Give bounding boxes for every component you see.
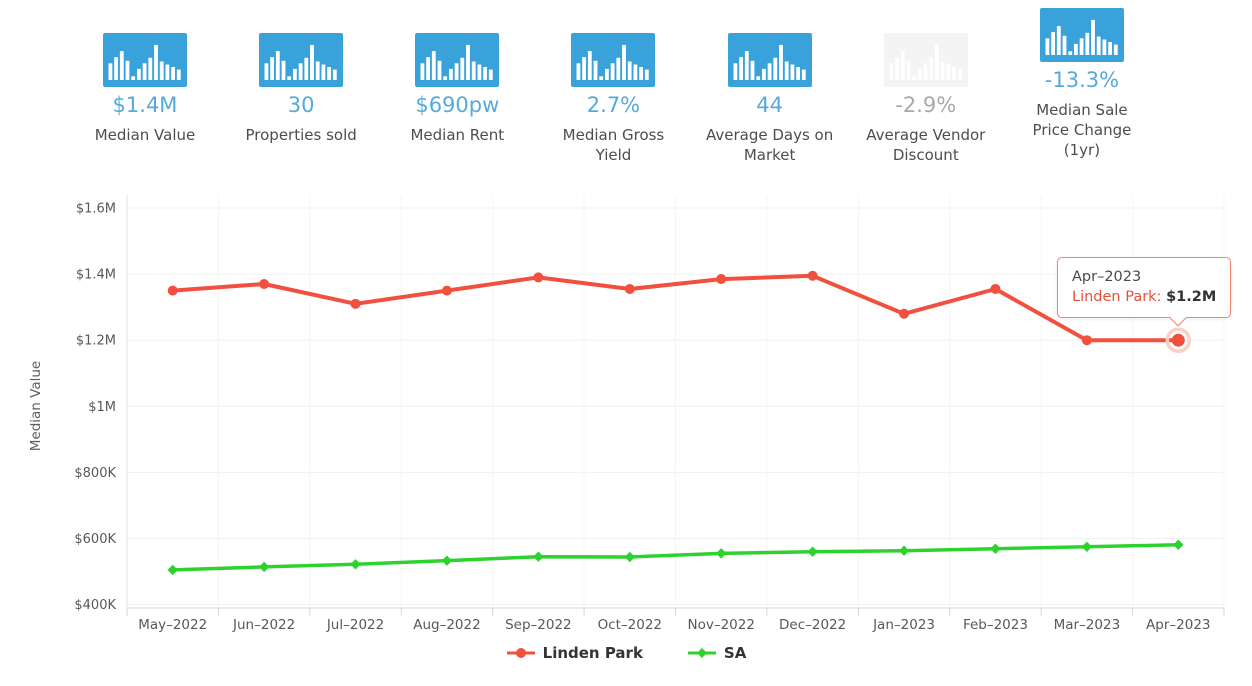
chart-tooltip: Apr–2023 Linden Park: $1.2M <box>1057 257 1232 327</box>
data-point-marker[interactable] <box>898 545 910 556</box>
data-point-marker[interactable] <box>990 543 1001 554</box>
median-value-chart: $400K $600K $800K $1M $1.2M $1.4M $1.6M May–202… <box>0 185 1252 686</box>
stat-label: Average Vendor Discount <box>866 126 986 164</box>
stat-label: Median Sale Price Change (1yr) <box>1032 101 1132 159</box>
highlight-halo <box>1165 327 1192 353</box>
legend-marker-icon <box>687 648 716 658</box>
stat-card-properties-sold: 30 Properties sold <box>226 0 376 145</box>
data-point-marker[interactable] <box>350 298 361 309</box>
tooltip-series-label: Linden Park: <box>1072 289 1162 305</box>
x-axis-tick-label: Sep–2022 <box>505 617 572 633</box>
y-axis-tick-label: $600K <box>74 532 116 547</box>
data-point-marker[interactable] <box>441 555 453 566</box>
x-axis-tick-label: May–2022 <box>138 617 207 633</box>
stat-label: Properties sold <box>245 126 357 144</box>
stat-label: Median Value <box>94 126 196 144</box>
legend-item-label: SA <box>723 644 747 662</box>
stat-value: 2.7% <box>586 93 641 117</box>
stat-label: Average Days on Market <box>705 126 834 164</box>
tooltip-value-row: Linden Park: $1.2M <box>1072 287 1216 307</box>
x-axis-tick-label: Dec–2022 <box>779 617 846 633</box>
x-axis-tick-label: Jun–2022 <box>232 617 295 633</box>
y-axis-title: Median Value <box>28 361 44 451</box>
x-axis-tick-label: Jan–2023 <box>872 617 935 633</box>
bar-chart-icon <box>103 33 187 87</box>
stats-row: $1.4M Median Value 30 Properties sold $6… <box>0 0 1252 172</box>
stat-card-average-vendor-discount: -2.9% Average Vendor Discount <box>851 0 1001 165</box>
y-axis-tick-label: $1.4M <box>76 268 116 283</box>
bar-chart-icon <box>727 33 812 87</box>
y-axis-tick-label: $1M <box>88 400 116 415</box>
stat-label: Median Gross Yield <box>562 126 665 164</box>
x-axis-tick-label: Nov–2022 <box>687 617 754 633</box>
data-point-marker[interactable] <box>1081 335 1092 346</box>
legend-item-linden-park[interactable]: Linden Park <box>506 644 643 662</box>
x-axis-tick-label: Aug–2022 <box>413 617 480 633</box>
tooltip-value: $1.2M <box>1166 289 1217 305</box>
data-point-marker[interactable] <box>258 561 270 573</box>
data-point-marker[interactable] <box>624 283 635 294</box>
data-point-marker[interactable] <box>259 279 270 290</box>
stat-card-average-days-on-market: 44 Average Days on Market <box>695 0 845 165</box>
legend-item-label: Linden Park <box>542 644 643 662</box>
bar-chart-icon <box>1039 8 1124 62</box>
data-point-marker[interactable] <box>533 272 544 283</box>
stat-value: -2.9% <box>895 93 957 117</box>
line-chart-plot[interactable]: $400K $600K $800K $1M $1.2M $1.4M $1.6M May–202… <box>0 185 1252 640</box>
data-point-marker[interactable] <box>899 308 910 319</box>
chart-legend: Linden Park SA <box>0 644 1252 662</box>
series-line-sa <box>170 543 1181 572</box>
stat-value: 30 <box>287 93 315 117</box>
data-point-marker[interactable] <box>807 546 818 557</box>
stat-value: $690pw <box>415 93 500 117</box>
legend-item-sa[interactable]: SA <box>687 644 746 662</box>
stat-card-median-value: $1.4M Median Value <box>70 0 220 145</box>
data-point-marker[interactable] <box>1173 539 1184 550</box>
x-axis-tick-label: Apr–2023 <box>1146 617 1210 633</box>
y-axis-tick-label: $1.6M <box>76 202 116 217</box>
data-point-marker[interactable] <box>716 548 727 559</box>
data-point-marker-highlighted[interactable] <box>1171 333 1185 347</box>
x-axis-tick-label: Mar–2023 <box>1054 617 1121 633</box>
y-axis-tick-label: $800K <box>74 466 116 481</box>
stat-value: -13.3% <box>1044 68 1120 92</box>
series-line-linden-park <box>170 273 1181 343</box>
bar-chart-icon <box>883 33 968 87</box>
data-point-marker[interactable] <box>990 283 1001 294</box>
bar-chart-icon <box>259 33 344 87</box>
stat-card-median-sale-price-change-1yr: -13.3% Median Sale Price Change (1yr) <box>1007 0 1157 160</box>
data-point-marker[interactable] <box>350 559 361 570</box>
legend-marker-icon <box>506 648 535 658</box>
data-point-marker[interactable] <box>807 270 818 281</box>
stat-value: $1.4M <box>112 93 178 117</box>
x-axis-tick-label: Feb–2023 <box>963 617 1028 633</box>
y-axis-tick-label: $400K <box>74 598 116 613</box>
stat-label: Median Rent <box>410 126 505 144</box>
bar-chart-icon <box>415 33 500 87</box>
y-axis-tick-label: $1.2M <box>76 334 116 349</box>
x-axis-tick-label: Oct–2022 <box>598 617 662 633</box>
data-point-marker[interactable] <box>1081 541 1093 552</box>
tooltip-date: Apr–2023 <box>1072 269 1142 285</box>
data-point-marker[interactable] <box>624 551 635 563</box>
data-point-marker[interactable] <box>533 551 544 562</box>
data-point-marker[interactable] <box>441 285 452 296</box>
x-axis-tick-label: Jul–2022 <box>326 617 384 633</box>
data-point-marker[interactable] <box>167 285 178 296</box>
data-point-marker[interactable] <box>716 274 727 285</box>
stat-card-median-gross-yield: 2.7% Median Gross Yield <box>538 0 688 165</box>
stat-card-median-rent: $690pw Median Rent <box>382 0 532 145</box>
bar-chart-icon <box>571 33 656 87</box>
data-point-marker[interactable] <box>167 564 178 576</box>
stat-value: 44 <box>756 93 783 117</box>
